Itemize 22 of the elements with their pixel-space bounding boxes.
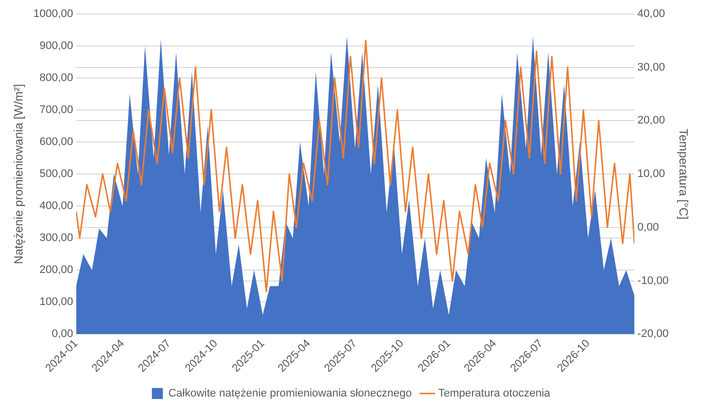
y-tick-label: 800,00 xyxy=(40,72,74,84)
y-tick-label: 1000,00 xyxy=(33,8,74,20)
y-tick-label: 600,00 xyxy=(40,136,74,148)
y2-tick-label: 0,00 xyxy=(637,221,659,234)
y2-tick-label: -20,00 xyxy=(637,328,669,340)
y2-axis-title: Temperatura [°C] xyxy=(676,128,690,220)
y2-tick-label: 30,00 xyxy=(637,61,665,74)
y-tick-label: 300,00 xyxy=(40,232,74,244)
y-tick-label: 700,00 xyxy=(40,104,74,116)
legend-label: Całkowite natężenie promieniowania słonecznego xyxy=(168,388,412,400)
legend-label: Temperatura otoczenia xyxy=(438,388,552,400)
y2-tick-label: -10,00 xyxy=(637,274,669,287)
y-tick-label: 100,00 xyxy=(40,296,74,308)
y-tick-label: 0,00 xyxy=(52,328,74,340)
y-tick-label: 500,00 xyxy=(40,168,74,180)
y2-tick-label: 40,00 xyxy=(637,8,665,20)
y-tick-label: 200,00 xyxy=(40,264,74,276)
y2-tick-label: 20,00 xyxy=(637,114,665,127)
y-tick-label: 900,00 xyxy=(40,40,74,52)
y-axis-title: Natężenie promieniowania [W/m²] xyxy=(12,84,26,264)
y-tick-label: 400,00 xyxy=(40,200,74,212)
y2-tick-label: 10,00 xyxy=(637,168,665,180)
